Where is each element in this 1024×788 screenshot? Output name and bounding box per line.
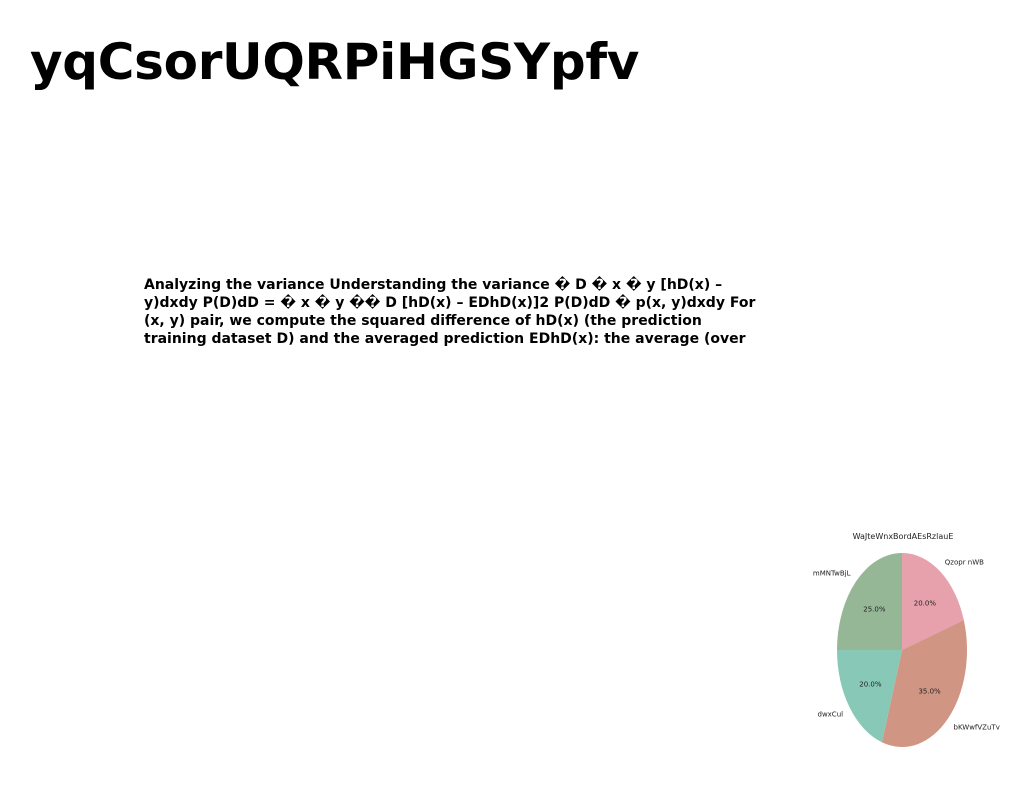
pie-category-label-bkwwfvzutv: bKWwfVZuTv: [954, 723, 1000, 731]
pie-pct-label-mmntwbjl: 25.0%: [863, 605, 886, 613]
body-line-3: (x, y) pair, we compute the squared diff…: [144, 313, 702, 329]
pie-slice-qzopr-nwb: [902, 553, 964, 650]
pie-slice-bkwwfvzutv: [881, 620, 968, 747]
body-line-1: Analyzing the variance Understanding the…: [144, 277, 723, 293]
pie-category-label-qzopr-nwb: Qzopr nWB: [945, 559, 984, 567]
pie-pct-label-bkwwfvzutv: 35.0%: [918, 688, 941, 696]
pie-pct-label-qzopr-nwb: 20.0%: [914, 599, 937, 607]
body-line-4: training dataset D) and the averaged pre…: [144, 331, 746, 347]
pie-slice-dwxcul: [837, 650, 902, 743]
pie-chart: WaJteWnxBordAEsRzlauE 20.0% Qzopr nWB 35.0…: [813, 532, 1000, 747]
page-title: yqCsorUQRPiHGSYpfv: [30, 33, 640, 91]
body-line-2: y)dxdy P(D)dD = � x � y �� D [hD(x) – ED…: [144, 295, 756, 311]
pie-category-label-dwxcul: dwxCul: [818, 710, 844, 718]
pie-category-label-mmntwbjl: mMNTwBjL: [813, 570, 851, 578]
chart-title: WaJteWnxBordAEsRzlauE: [853, 532, 954, 541]
pie-pct-label-dwxcul: 20.0%: [859, 681, 882, 689]
pie-slice-mmntwbjl: [837, 553, 902, 650]
body-paragraph: Analyzing the variance Understanding the…: [144, 276, 764, 348]
